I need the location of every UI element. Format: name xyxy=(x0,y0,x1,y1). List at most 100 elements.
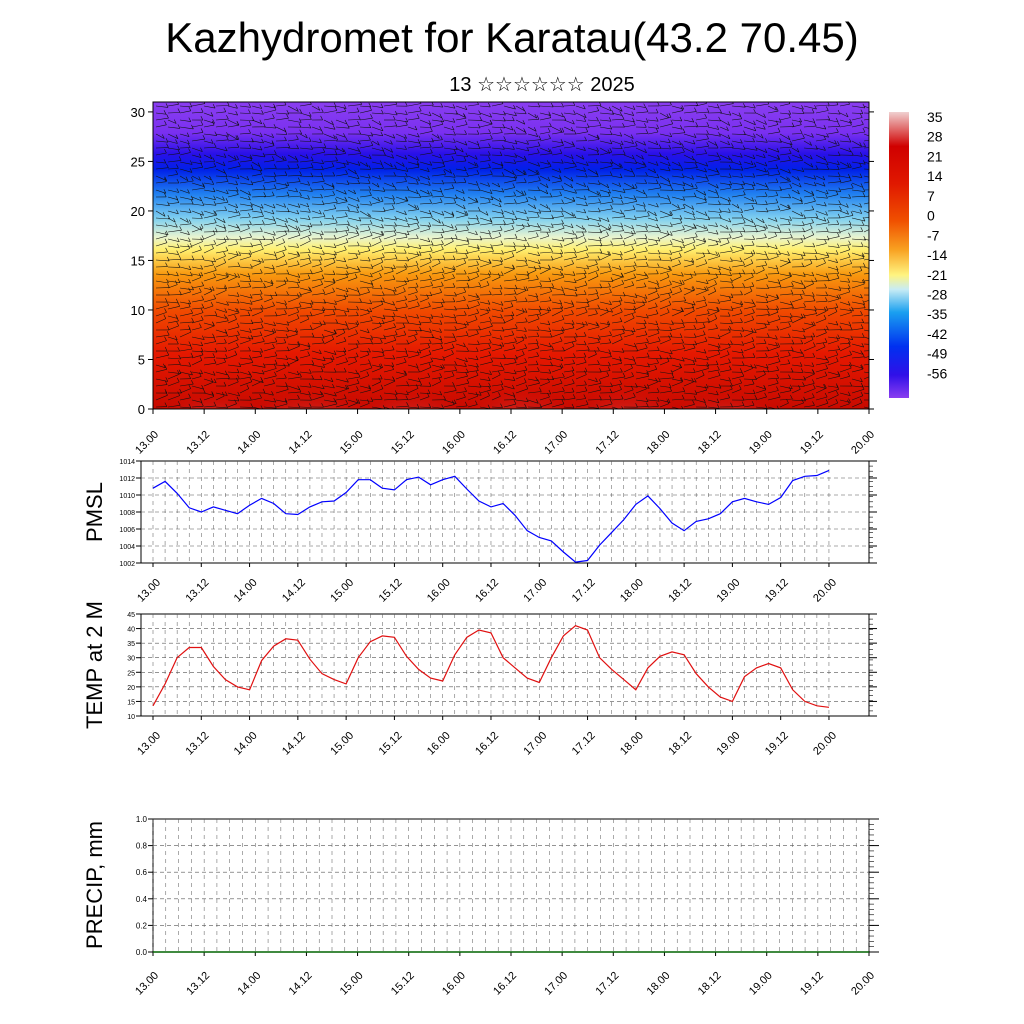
x-tick-label: 18.12 xyxy=(666,730,694,758)
y-tick-label: 0.4 xyxy=(136,895,148,904)
colorbar-label: 14 xyxy=(927,168,943,184)
x-tick-label: 16.00 xyxy=(425,577,453,605)
heatmap-x-tick-label: 16.12 xyxy=(491,429,519,457)
y-tick-label: 10 xyxy=(127,714,135,721)
heatmap-y-tick-label: 10 xyxy=(131,303,145,318)
y-tick-label: 30 xyxy=(127,656,135,663)
x-tick-label: 16.00 xyxy=(425,730,453,758)
x-tick-label: 14.00 xyxy=(232,730,260,758)
x-tick-label: 19.00 xyxy=(715,730,743,758)
x-tick-label: 13.12 xyxy=(183,577,211,605)
y-tick-label: 0.2 xyxy=(136,921,148,930)
x-tick-label: 18.00 xyxy=(618,730,646,758)
x-tick-label: 18.00 xyxy=(645,970,673,998)
x-tick-label: 17.00 xyxy=(542,970,570,998)
heatmap-x-tick-label: 13.12 xyxy=(184,429,212,457)
y-tick-label: 25 xyxy=(127,670,135,677)
x-tick-label: 15.12 xyxy=(389,970,417,998)
x-tick-label: 17.12 xyxy=(593,970,621,998)
heatmap-x-tick-label: 17.00 xyxy=(542,429,570,457)
x-tick-label: 17.12 xyxy=(570,730,598,758)
x-tick-label: 14.00 xyxy=(235,970,263,998)
heatmap-x-tick-label: 20.00 xyxy=(849,429,877,457)
colorbar-label: 0 xyxy=(927,208,935,224)
heatmap-x-tick-label: 13.00 xyxy=(133,429,161,457)
colorbar-label: -49 xyxy=(927,346,947,362)
colorbar-label: 21 xyxy=(927,148,943,164)
x-tick-label: 15.12 xyxy=(377,730,405,758)
x-tick-label: 20.00 xyxy=(811,577,839,605)
x-tick-label: 20.00 xyxy=(811,730,839,758)
x-tick-label: 15.00 xyxy=(328,577,356,605)
colorbar-label: -14 xyxy=(927,247,947,263)
y-tick-label: 40 xyxy=(127,627,135,634)
y-axis-label: PMSL xyxy=(82,482,107,542)
colorbar-label: 35 xyxy=(927,109,943,125)
x-tick-label: 19.00 xyxy=(715,577,743,605)
y-tick-label: 0.6 xyxy=(136,868,148,877)
x-tick-label: 20.00 xyxy=(849,970,877,998)
heatmap-x-tick-label: 15.12 xyxy=(389,429,417,457)
x-tick-label: 18.12 xyxy=(696,970,724,998)
heatmap-x-tick-label: 14.00 xyxy=(235,429,263,457)
heatmap-y-tick-label: 5 xyxy=(138,352,145,367)
y-tick-label: 1.0 xyxy=(136,815,148,824)
y-tick-label: 1012 xyxy=(119,476,135,483)
x-tick-label: 16.12 xyxy=(473,577,501,605)
x-tick-label: 14.00 xyxy=(232,577,260,605)
y-tick-label: 1006 xyxy=(119,527,135,534)
colorbar-label: -28 xyxy=(927,287,947,303)
x-tick-label: 13.00 xyxy=(135,577,163,605)
x-tick-label: 19.12 xyxy=(798,970,826,998)
colorbar-label: -7 xyxy=(927,227,940,243)
x-tick-label: 18.00 xyxy=(618,577,646,605)
y-tick-label: 1004 xyxy=(119,544,135,551)
y-tick-label: 0.8 xyxy=(136,842,148,851)
heatmap-x-tick-label: 16.00 xyxy=(440,429,468,457)
heatmap-x-tick-label: 18.00 xyxy=(645,429,673,457)
heatmap-x-tick-label: 18.12 xyxy=(696,429,724,457)
colorbar-label: -42 xyxy=(927,326,947,342)
x-tick-label: 17.00 xyxy=(521,577,549,605)
x-tick-label: 19.00 xyxy=(747,970,775,998)
x-tick-label: 18.12 xyxy=(666,577,694,605)
x-tick-label: 19.12 xyxy=(763,730,791,758)
y-axis-label: TEMP at 2 M xyxy=(82,601,107,729)
x-tick-label: 14.12 xyxy=(287,970,315,998)
series-line xyxy=(152,625,830,708)
x-tick-label: 16.12 xyxy=(491,970,519,998)
y-tick-label: 0.0 xyxy=(136,948,148,957)
wind-barbs xyxy=(155,102,869,409)
x-tick-label: 13.00 xyxy=(135,730,163,758)
heatmap-y-tick-label: 30 xyxy=(131,105,145,120)
heatmap-x-tick-label: 19.00 xyxy=(747,429,775,457)
colorbar-label: -56 xyxy=(927,365,947,381)
x-tick-label: 16.00 xyxy=(440,970,468,998)
x-tick-label: 14.12 xyxy=(280,730,308,758)
heatmap-y-tick-label: 0 xyxy=(138,402,145,417)
temp-panel: 45 40 35 30 25 20 15 10 13.00 13.12 14.00 14.12 15.0… xyxy=(82,601,877,758)
heatmap-x-tick-label: 14.12 xyxy=(287,429,315,457)
warm-cell xyxy=(563,347,687,409)
colorbar-label: 28 xyxy=(927,129,943,145)
heatmap-x-tick-label: 15.00 xyxy=(338,429,366,457)
chart-title: Kazhydromet for Karatau(43.2 70.45) xyxy=(165,14,859,61)
y-tick-label: 1010 xyxy=(119,493,135,500)
x-tick-label: 15.00 xyxy=(338,970,366,998)
panel-frame xyxy=(140,613,870,717)
heatmap-x-tick-label: 17.12 xyxy=(593,429,621,457)
colorbar: 35 28 21 14 7 0 -7 -14 -21 -28 -35 -42 -49 -56 xyxy=(889,109,947,398)
heatmap-y-tick-label: 15 xyxy=(131,253,145,268)
x-tick-label: 17.12 xyxy=(570,577,598,605)
heatmap-panel: 0 5 10 15 20 25 30 13.00 13.12 14.00 14.12 15.00 15.… xyxy=(131,101,877,457)
x-tick-label: 16.12 xyxy=(473,730,501,758)
y-tick-label: 45 xyxy=(127,612,135,619)
y-tick-label: 1014 xyxy=(119,459,135,466)
colorbar-label: 7 xyxy=(927,188,935,204)
colorbar-label: -35 xyxy=(927,306,947,322)
y-tick-label: 1002 xyxy=(119,561,135,568)
y-tick-label: 20 xyxy=(127,685,135,692)
x-tick-label: 17.00 xyxy=(521,730,549,758)
warm-cell xyxy=(667,365,783,409)
colorbar-scale xyxy=(889,112,909,398)
